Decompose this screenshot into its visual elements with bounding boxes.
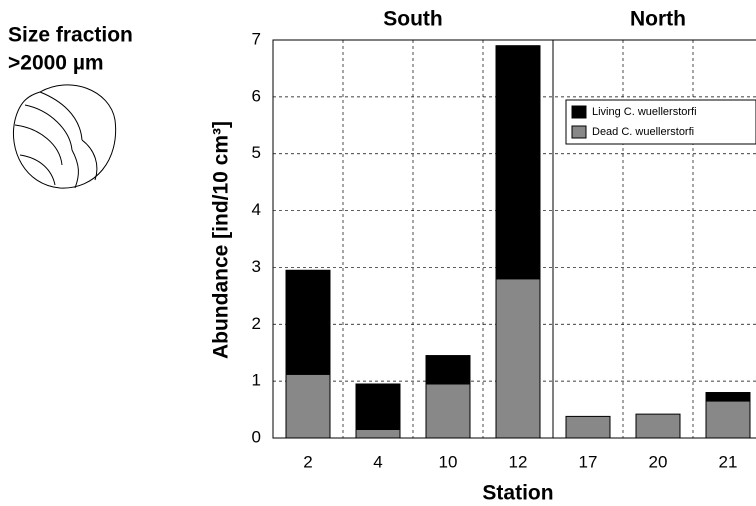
y-tick-label: 3 xyxy=(252,257,261,276)
bar-segment xyxy=(285,373,331,439)
bar-segment xyxy=(705,392,751,402)
group-label: South xyxy=(383,8,442,31)
side-label: >2000 µm xyxy=(8,52,104,75)
group-label: North xyxy=(630,8,686,31)
x-tick-label: 21 xyxy=(719,452,738,471)
legend-box xyxy=(565,99,756,145)
bar-segment xyxy=(635,413,681,439)
bar-segment xyxy=(705,400,751,439)
bar-segment xyxy=(495,45,541,280)
x-tick-label: 4 xyxy=(373,452,382,471)
y-axis-label: Abundance [ind/10 cm³] xyxy=(210,121,233,359)
y-tick-label: 6 xyxy=(252,86,261,105)
y-tick-label: 4 xyxy=(252,200,261,219)
legend-swatch xyxy=(571,125,587,139)
x-tick-label: 17 xyxy=(579,452,598,471)
bar-segment xyxy=(355,383,401,430)
y-tick-label: 5 xyxy=(252,143,261,162)
bar-segment xyxy=(425,355,471,385)
bar-segment xyxy=(425,383,471,439)
x-tick-label: 10 xyxy=(439,452,458,471)
legend-label: Dead C. wuellerstorfi xyxy=(592,126,694,138)
y-tick-label: 2 xyxy=(252,314,261,333)
bar-segment xyxy=(565,415,611,439)
bar-segment xyxy=(355,428,401,439)
bar-segment xyxy=(285,269,331,375)
bar-segment xyxy=(495,278,541,439)
y-tick-label: 7 xyxy=(252,29,261,48)
x-tick-label: 2 xyxy=(303,452,312,471)
x-axis-label: Station xyxy=(482,482,553,505)
y-tick-label: 0 xyxy=(252,427,261,446)
y-tick-label: 1 xyxy=(252,371,261,390)
foraminifera-drawing xyxy=(13,84,117,189)
side-label: Size fraction xyxy=(8,24,133,47)
x-tick-label: 20 xyxy=(649,452,668,471)
legend-label: Living C. wuellerstorfi xyxy=(592,106,697,118)
legend-swatch xyxy=(571,105,587,119)
x-tick-label: 12 xyxy=(509,452,528,471)
